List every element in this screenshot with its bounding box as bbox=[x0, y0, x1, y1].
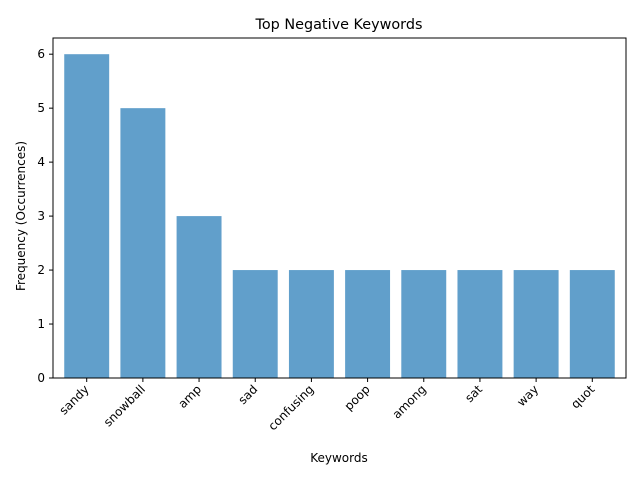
bars-group bbox=[64, 54, 615, 379]
x-axis: sandy snowball amp sad confusing poop among sat… bbox=[57, 378, 598, 433]
x-tick-label: confusing bbox=[265, 382, 316, 433]
bar-sad bbox=[232, 270, 278, 378]
x-tick-label: snowball bbox=[101, 382, 148, 429]
bar-poop bbox=[345, 270, 391, 378]
x-tick-label: poop bbox=[342, 382, 373, 413]
bar-sandy bbox=[64, 54, 110, 378]
bar-among bbox=[401, 270, 447, 378]
x-tick-label: sad bbox=[235, 382, 260, 407]
y-axis: 0 1 2 3 4 5 6 bbox=[37, 47, 53, 385]
x-tick-label: sat bbox=[462, 382, 485, 405]
y-tick-label: 6 bbox=[37, 47, 45, 61]
x-axis-label: Keywords bbox=[310, 451, 368, 465]
y-tick-label: 5 bbox=[37, 101, 45, 115]
y-tick-label: 1 bbox=[37, 317, 45, 331]
y-axis-label: Frequency (Occurrences) bbox=[14, 141, 28, 291]
bar-snowball bbox=[120, 108, 166, 379]
x-tick-label: quot bbox=[568, 382, 597, 411]
bar-amp bbox=[176, 216, 222, 378]
bar-quot bbox=[569, 270, 615, 378]
x-tick-label: amp bbox=[175, 382, 204, 411]
x-tick-label: sandy bbox=[57, 382, 92, 417]
plot-frame bbox=[52, 37, 627, 379]
x-tick-label: way bbox=[514, 382, 541, 409]
y-tick-label: 2 bbox=[37, 263, 45, 277]
bar-way bbox=[513, 270, 559, 378]
y-tick-label: 3 bbox=[37, 209, 45, 223]
bar-sat bbox=[457, 270, 503, 378]
y-tick-label: 4 bbox=[37, 155, 45, 169]
bar-confusing bbox=[288, 270, 334, 378]
y-tick-label: 0 bbox=[37, 371, 45, 385]
chart-title: Top Negative Keywords bbox=[255, 17, 423, 33]
x-tick-label: among bbox=[390, 382, 429, 421]
